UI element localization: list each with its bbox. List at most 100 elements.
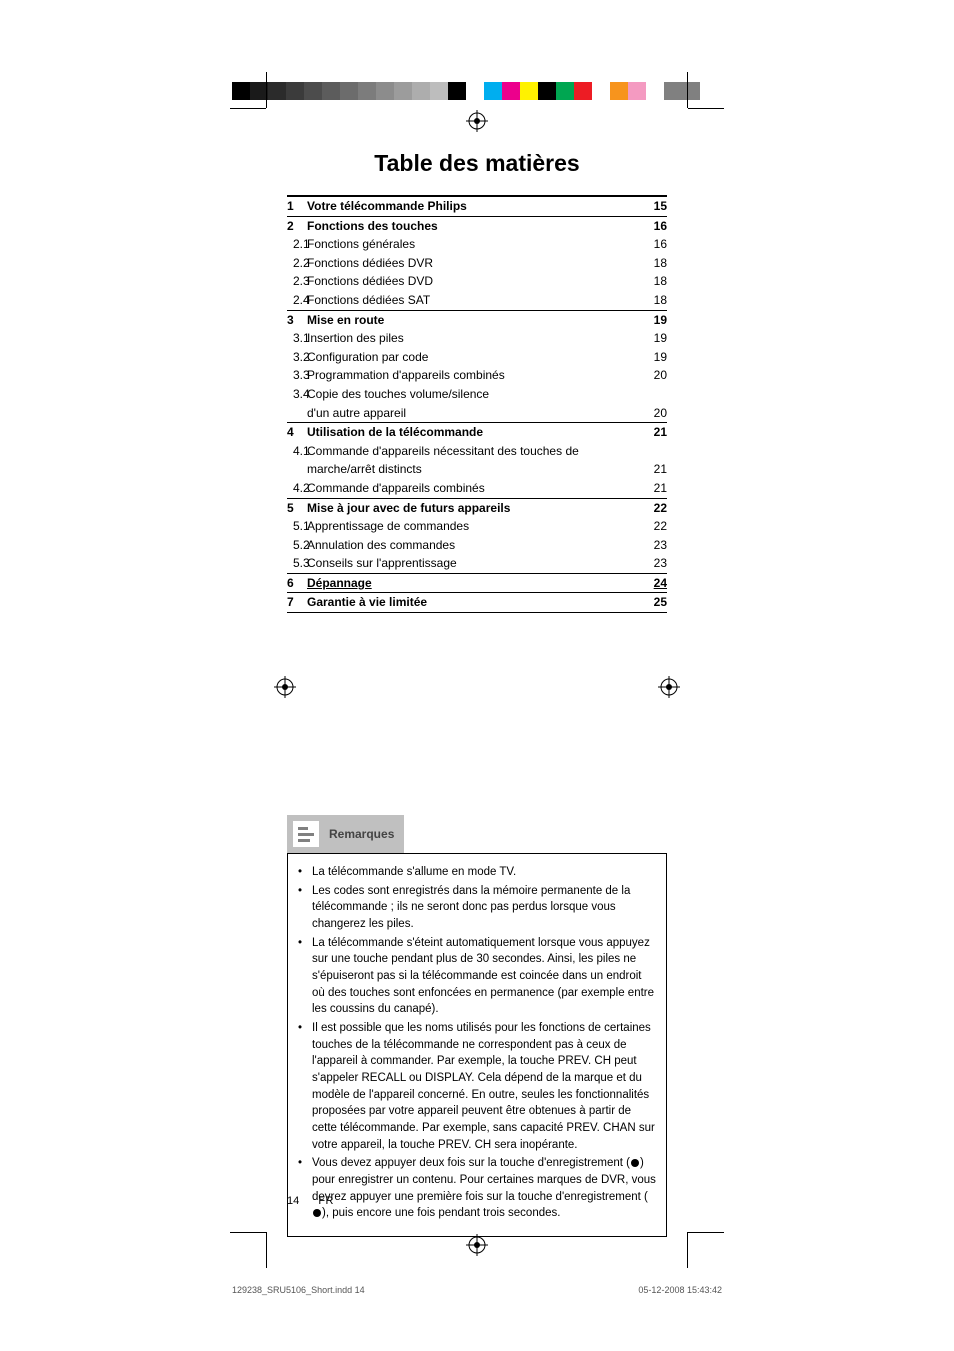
toc-page-number: 19 <box>637 329 667 348</box>
color-swatch <box>520 82 538 100</box>
toc-page-number: 25 <box>637 593 667 612</box>
toc-page-number: 23 <box>637 536 667 555</box>
remarques-heading: Remarques <box>329 827 394 841</box>
remarques-item: Il est possible que les noms utilisés po… <box>298 1020 656 1153</box>
remarques-item: Vous devez appuyer deux fois sur la touc… <box>298 1155 656 1222</box>
toc-page-number: 18 <box>637 291 667 310</box>
toc-row: 5.2Annulation des commandes23 <box>287 536 667 555</box>
toc-page-number: 18 <box>637 272 667 291</box>
remarques-section: Remarques La télécommande s'allume en mo… <box>287 815 667 1237</box>
remarques-box: La télécommande s'allume en mode TV. Les … <box>287 853 667 1237</box>
toc-number: 2 <box>287 217 307 236</box>
toc-label: Fonctions générales <box>307 235 637 254</box>
toc-row: 2.3Fonctions dédiées DVD18 <box>287 272 667 291</box>
toc-label: Configuration par code <box>307 348 637 367</box>
color-swatch <box>448 82 466 100</box>
toc-number: 5.1 <box>287 517 307 536</box>
remarques-item: La télécommande s'allume en mode TV. <box>298 864 656 881</box>
toc-page-number: 20 <box>637 404 667 423</box>
crop-mark <box>266 72 267 108</box>
registration-target-icon <box>466 1234 488 1256</box>
toc-row: 3.1Insertion des piles19 <box>287 329 667 348</box>
page-content: Table des matières 1Votre télécommande P… <box>287 150 667 613</box>
toc-page-number: 21 <box>637 423 667 442</box>
toc-row: 5.1Apprentissage de commandes22 <box>287 517 667 536</box>
toc-label: Insertion des piles <box>307 329 637 348</box>
crop-mark <box>230 1232 266 1233</box>
color-swatch <box>502 82 520 100</box>
color-swatch <box>286 82 304 100</box>
page-language: FR <box>318 1195 334 1207</box>
toc-label: Annulation des commandes <box>307 536 637 555</box>
toc-row: 2Fonctions des touches16 <box>287 217 667 236</box>
color-swatch <box>394 82 412 100</box>
color-swatch <box>556 82 574 100</box>
toc-page-number: 21 <box>637 479 667 498</box>
color-swatch <box>304 82 322 100</box>
color-swatch <box>430 82 448 100</box>
toc-row: 6Dépannage24 <box>287 574 667 593</box>
remarques-item: Les codes sont enregistrés dans la mémoi… <box>298 883 656 933</box>
color-swatch <box>466 82 484 100</box>
toc-label: marche/arrêt distincts <box>307 460 637 479</box>
crop-mark <box>687 1232 688 1268</box>
toc-label: Mise en route <box>307 311 637 330</box>
imprint-file: 129238_SRU5106_Short.indd 14 <box>232 1285 365 1295</box>
remarques-item: La télécommande s'éteint automatiquement… <box>298 935 656 1018</box>
toc-number: 2.4 <box>287 291 307 310</box>
toc-number: 5 <box>287 499 307 518</box>
color-swatch <box>646 82 664 100</box>
toc-label: Conseils sur l'apprentissage <box>307 554 637 573</box>
toc-number: 3.3 <box>287 366 307 385</box>
toc-row: 5Mise à jour avec de futurs appareils22 <box>287 499 667 518</box>
registration-target-icon <box>466 110 488 132</box>
registration-target-icon <box>658 676 680 698</box>
color-swatch <box>574 82 592 100</box>
page-footer: 14 FR <box>287 1195 334 1207</box>
toc-label: Programmation d'appareils combinés <box>307 366 637 385</box>
imprint-line: 129238_SRU5106_Short.indd 14 05-12-2008 … <box>232 1285 722 1295</box>
toc-number: 2.2 <box>287 254 307 273</box>
toc-row: 2.4Fonctions dédiées SAT18 <box>287 291 667 310</box>
crop-mark <box>688 1232 724 1233</box>
toc-number: 3.1 <box>287 329 307 348</box>
color-swatch <box>322 82 340 100</box>
toc-number: 3 <box>287 311 307 330</box>
color-swatch <box>412 82 430 100</box>
toc-page-number: 15 <box>637 197 667 216</box>
toc-row: 2.1Fonctions générales16 <box>287 235 667 254</box>
toc-row: marche/arrêt distincts21 <box>287 460 667 479</box>
toc-number: 4 <box>287 423 307 442</box>
toc-row: 3.3Programmation d'appareils combinés20 <box>287 366 667 385</box>
toc-number: 7 <box>287 593 307 612</box>
color-swatch <box>340 82 358 100</box>
color-swatch <box>628 82 646 100</box>
toc-label: Apprentissage de commandes <box>307 517 637 536</box>
record-icon <box>631 1159 639 1167</box>
toc-label: Mise à jour avec de futurs appareils <box>307 499 637 518</box>
toc-label: Commande d'appareils nécessitant des tou… <box>307 442 637 461</box>
toc-number: 4.1 <box>287 442 307 461</box>
color-swatch <box>664 82 682 100</box>
crop-mark <box>687 72 688 108</box>
crop-mark <box>230 108 266 109</box>
toc-row: 7Garantie à vie limitée25 <box>287 593 667 612</box>
toc-label: Fonctions dédiées SAT <box>307 291 637 310</box>
toc-page-number: 19 <box>637 311 667 330</box>
page-number: 14 <box>287 1195 299 1207</box>
record-icon <box>313 1209 321 1217</box>
toc-number: 3.2 <box>287 348 307 367</box>
toc-row: 4Utilisation de la télécommande21 <box>287 423 667 442</box>
page-title: Table des matières <box>287 150 667 177</box>
toc-label: Commande d'appareils combinés <box>307 479 637 498</box>
toc-page-number: 16 <box>637 235 667 254</box>
toc-page-number: 20 <box>637 366 667 385</box>
toc-page-number: 22 <box>637 499 667 518</box>
printer-color-bar <box>232 82 700 100</box>
toc-row: 4.2Commande d'appareils combinés21 <box>287 479 667 498</box>
crop-mark <box>266 1232 267 1268</box>
toc-label: Utilisation de la télécommande <box>307 423 637 442</box>
toc-page-number: 18 <box>637 254 667 273</box>
toc-page-number: 16 <box>637 217 667 236</box>
color-swatch <box>268 82 286 100</box>
